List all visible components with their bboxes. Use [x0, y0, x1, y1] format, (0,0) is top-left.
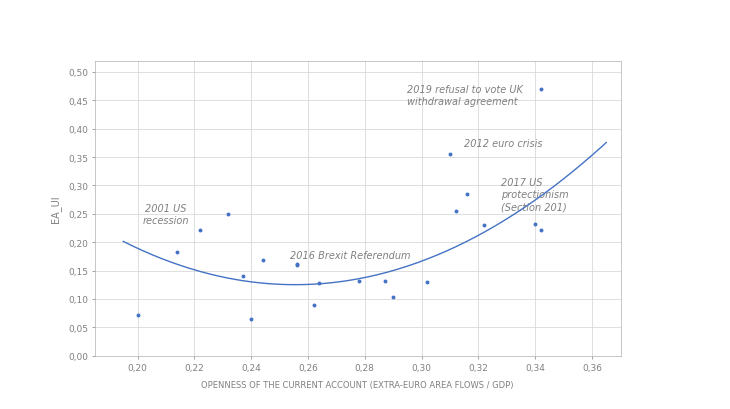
Text: 2017 US
protectionism
(Section 201): 2017 US protectionism (Section 201) — [502, 177, 569, 212]
Point — [257, 257, 269, 264]
Text: 2001 US
recession: 2001 US recession — [142, 203, 189, 226]
Point — [535, 227, 547, 234]
Point — [379, 278, 391, 284]
Point — [478, 222, 490, 229]
Point — [444, 151, 456, 157]
Point — [421, 279, 433, 285]
Text: 2012 euro crisis: 2012 euro crisis — [464, 139, 542, 149]
Point — [529, 221, 541, 228]
Point — [388, 294, 399, 300]
Point — [450, 208, 461, 215]
Point — [353, 278, 365, 284]
Point — [194, 227, 206, 234]
Point — [308, 302, 320, 309]
Point — [313, 280, 325, 287]
Point — [245, 316, 257, 323]
Point — [223, 211, 234, 218]
Point — [131, 312, 143, 318]
Y-axis label: EA_UI: EA_UI — [50, 195, 61, 222]
X-axis label: OPENNESS OF THE CURRENT ACCOUNT (EXTRA-EURO AREA FLOWS / GDP): OPENNESS OF THE CURRENT ACCOUNT (EXTRA-E… — [201, 380, 514, 389]
Point — [291, 262, 302, 268]
Point — [172, 249, 183, 256]
Point — [291, 261, 302, 267]
Text: 2016 Brexit Referendum: 2016 Brexit Referendum — [291, 251, 411, 261]
Point — [535, 86, 547, 93]
Point — [237, 273, 248, 280]
Text: 2019 refusal to vote UK
withdrawal agreement: 2019 refusal to vote UK withdrawal agree… — [407, 84, 523, 107]
Point — [461, 191, 473, 198]
